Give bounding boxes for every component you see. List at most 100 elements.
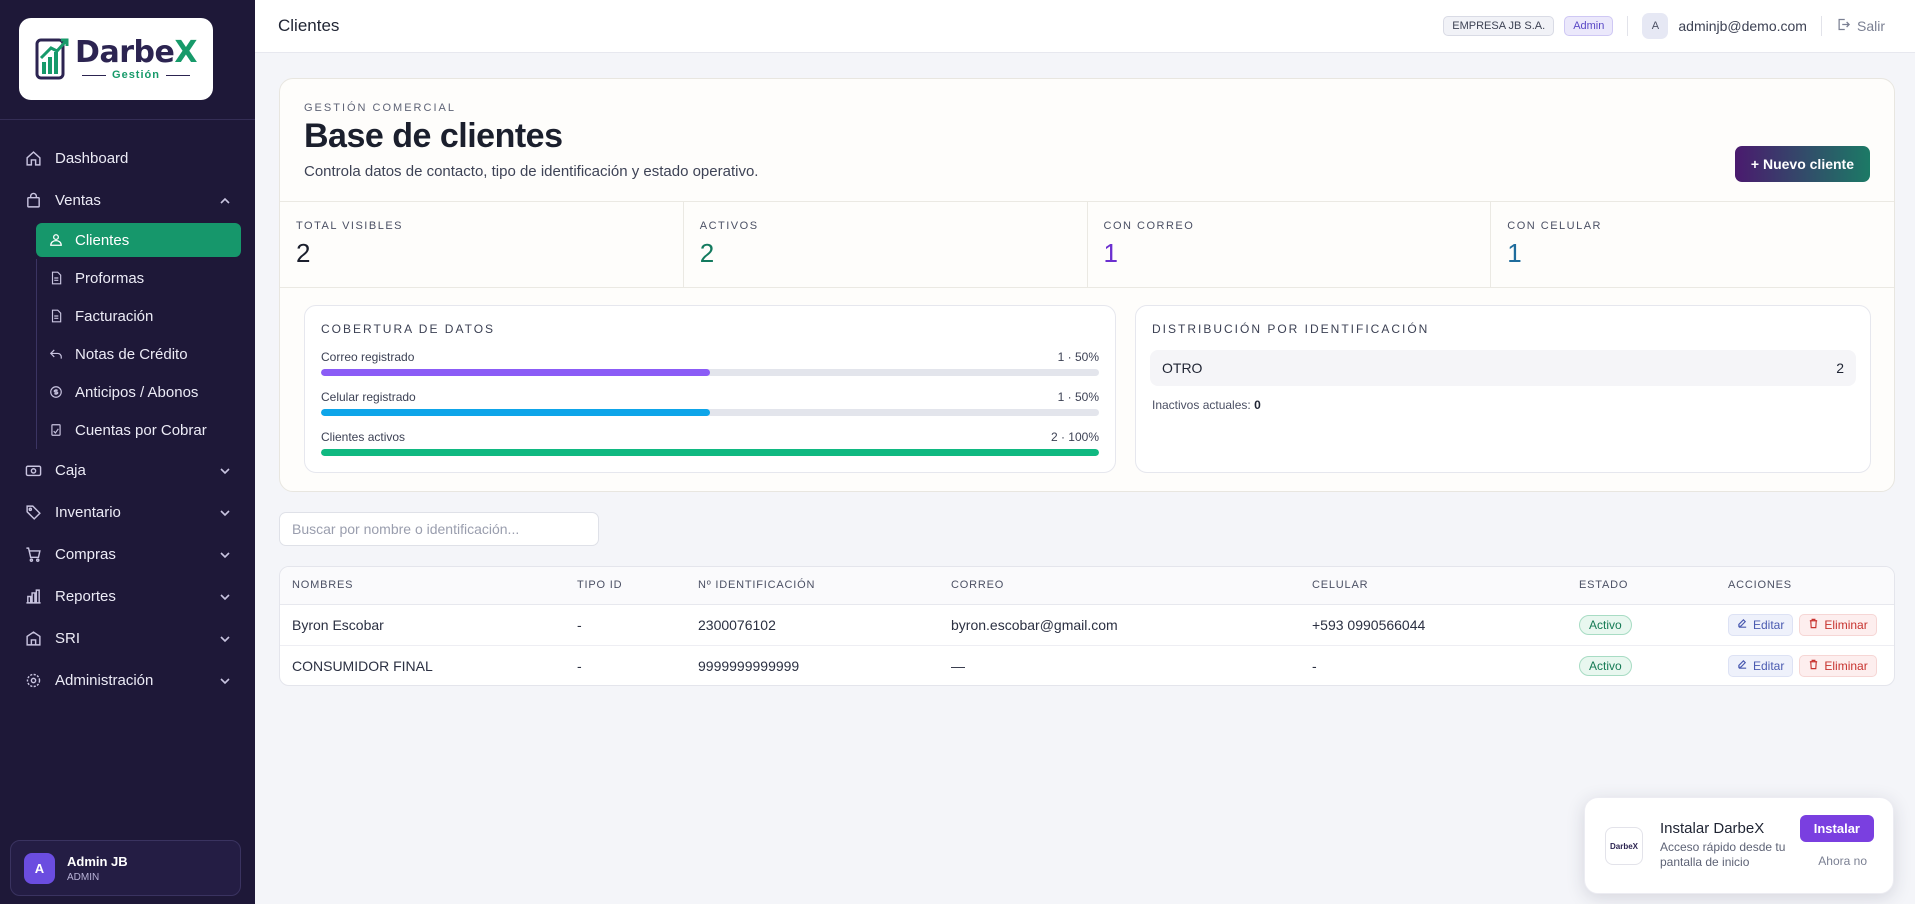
chevron-down-icon — [219, 590, 231, 602]
client-id-number: 2300076102 — [686, 604, 939, 646]
inactive-count: Inactivos actuales: 0 — [1152, 398, 1261, 412]
progress-bar — [321, 369, 1099, 376]
clients-summary-card: GESTIÓN COMERCIAL Base de clientes Contr… — [279, 78, 1895, 492]
tag-icon — [24, 503, 42, 521]
app-logo: DarbeX — [1605, 827, 1643, 865]
sidebar-nav: Dashboard Ventas Clientes Proformas Fact… — [0, 137, 255, 701]
search-input[interactable] — [279, 512, 599, 546]
stat-total-visibles: TOTAL VISIBLES 2 — [280, 202, 684, 287]
client-id-type: - — [577, 657, 582, 674]
column-header: ACCIONES — [1716, 567, 1894, 605]
edit-icon — [1737, 659, 1748, 673]
client-email: — — [951, 657, 965, 674]
status-badge: Activo — [1579, 614, 1632, 635]
divider — [1820, 16, 1822, 36]
role-chip: Admin — [1564, 16, 1614, 36]
avatar: A — [1642, 13, 1669, 39]
cart-icon — [24, 545, 42, 563]
trash-icon — [1808, 618, 1819, 632]
brand-subtitle: Gestión — [82, 69, 190, 81]
ventas-submenu: Clientes Proformas Facturación Notas de … — [0, 223, 255, 449]
sidebar-divider — [0, 119, 255, 120]
client-id-number: 9999999999999 — [698, 657, 800, 674]
sidebar-item-ventas[interactable]: Ventas — [0, 179, 255, 221]
brand-name: DarbeX — [75, 35, 197, 70]
install-description: Acceso rápido desde tu pantalla de inici… — [1660, 840, 1786, 869]
clients-table: NOMBRES TIPO ID Nº IDENTIFICACIÓN CORREO… — [279, 566, 1895, 686]
coverage-row: Celular registrado 1 · 50% — [321, 390, 1099, 416]
stat-activos: ACTIVOS 2 — [684, 202, 1088, 287]
logo-mark-icon — [35, 36, 69, 82]
sidebar-item-sri[interactable]: SRI — [0, 617, 255, 659]
column-header: ESTADO — [1567, 567, 1716, 605]
home-icon — [24, 149, 42, 167]
coin-icon — [49, 385, 63, 399]
gear-icon — [24, 671, 42, 689]
cash-icon — [24, 461, 42, 479]
sidebar-item-administracion[interactable]: Administración — [0, 659, 255, 701]
column-header: CORREO — [939, 567, 1300, 605]
edit-button[interactable]: Editar — [1728, 613, 1794, 636]
distribution-row: OTRO 2 — [1150, 350, 1856, 386]
document-icon — [49, 271, 63, 285]
sidebar-item-reportes[interactable]: Reportes — [0, 575, 255, 617]
section-eyebrow: GESTIÓN COMERCIAL — [304, 102, 456, 114]
edit-icon — [1737, 618, 1748, 632]
users-icon — [49, 233, 63, 247]
sidebar-item-anticipos[interactable]: Anticipos / Abonos — [36, 373, 241, 411]
client-phone: +593 0990566044 — [1300, 604, 1567, 646]
coverage-row: Correo registrado 1 · 50% — [321, 350, 1099, 376]
avatar: A — [24, 852, 55, 884]
delete-button[interactable]: Eliminar — [1799, 613, 1877, 636]
bank-icon — [24, 629, 42, 647]
sidebar-item-facturacion[interactable]: Facturación — [36, 297, 241, 335]
chevron-down-icon — [219, 632, 231, 644]
install-button[interactable]: Instalar — [1799, 815, 1874, 842]
page-title: Clientes — [278, 16, 340, 35]
logout-icon — [1836, 17, 1851, 35]
dismiss-button[interactable]: Ahora no — [1818, 854, 1867, 868]
table-row[interactable]: CONSUMIDOR FINAL - 9999999999999 — - Act… — [280, 645, 1894, 685]
sidebar-item-clientes[interactable]: Clientes — [36, 223, 241, 257]
section-description: Controla datos de contacto, tipo de iden… — [304, 163, 759, 180]
user-card[interactable]: A Admin JB ADMIN — [10, 840, 241, 896]
chevron-up-icon — [219, 194, 231, 206]
stat-con-correo: CON CORREO 1 — [1088, 202, 1492, 287]
chevron-down-icon — [219, 674, 231, 686]
column-header: CELULAR — [1300, 567, 1567, 605]
sidebar-item-inventario[interactable]: Inventario — [0, 491, 255, 533]
table-header-row: NOMBRES TIPO ID Nº IDENTIFICACIÓN CORREO… — [280, 567, 1894, 605]
edit-button[interactable]: Editar — [1728, 654, 1794, 677]
sidebar-item-dashboard[interactable]: Dashboard — [0, 137, 255, 179]
logout-button[interactable]: Salir — [1836, 17, 1885, 35]
topbar: Clientes EMPRESA JB S.A. Admin A adminjb… — [255, 0, 1915, 53]
client-name: CONSUMIDOR FINAL — [292, 657, 433, 674]
client-id-type: - — [565, 604, 686, 646]
status-badge: Activo — [1579, 655, 1632, 676]
sidebar-item-compras[interactable]: Compras — [0, 533, 255, 575]
chevron-down-icon — [219, 464, 231, 476]
brand-logo[interactable]: DarbeX Gestión — [19, 18, 213, 100]
chevron-down-icon — [219, 548, 231, 560]
receipt-icon — [49, 423, 63, 437]
user-name: Admin JB — [67, 853, 128, 869]
column-header: TIPO ID — [565, 567, 686, 605]
sidebar-item-notas-credito[interactable]: Notas de Crédito — [36, 335, 241, 373]
bar-chart-icon — [24, 587, 42, 605]
company-chip: EMPRESA JB S.A. — [1443, 16, 1555, 36]
client-email: byron.escobar@gmail.com — [939, 604, 1300, 646]
sidebar-item-proformas[interactable]: Proformas — [36, 259, 241, 297]
sidebar-item-cuentas-cobrar[interactable]: Cuentas por Cobrar — [36, 411, 241, 449]
new-client-button[interactable]: + Nuevo cliente — [1734, 146, 1870, 182]
undo-icon — [49, 347, 63, 361]
chevron-down-icon — [219, 506, 231, 518]
progress-bar — [321, 409, 1099, 416]
sidebar-item-caja[interactable]: Caja — [0, 449, 255, 491]
user-email: adminjb@demo.com — [1678, 18, 1807, 34]
trash-icon — [1808, 659, 1819, 673]
column-header: Nº IDENTIFICACIÓN — [686, 567, 939, 605]
delete-button[interactable]: Eliminar — [1799, 654, 1877, 677]
install-prompt: DarbeX Instalar DarbeX Acceso rápido des… — [1584, 797, 1894, 894]
install-title: Instalar DarbeX — [1660, 820, 1765, 837]
table-row[interactable]: Byron Escobar - 2300076102 byron.escobar… — [280, 604, 1894, 646]
